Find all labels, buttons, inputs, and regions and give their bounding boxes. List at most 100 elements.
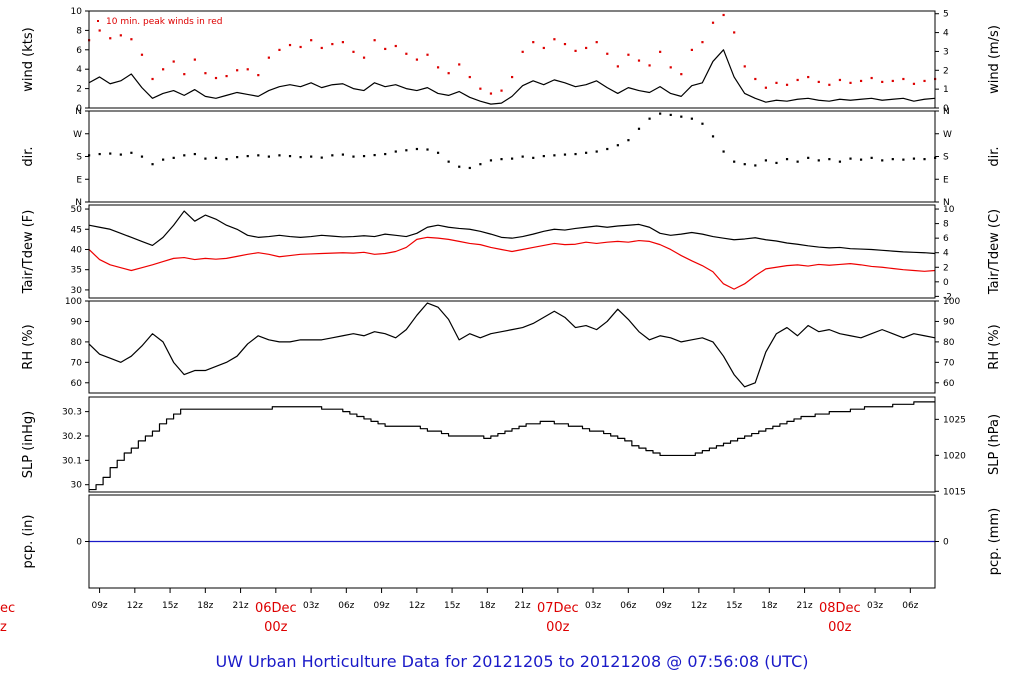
- rh-ytick-right-label: 60: [943, 379, 955, 389]
- time-tick-label: 21z: [514, 601, 530, 611]
- wind-series-peak-point: [669, 66, 672, 69]
- wind-series-peak-point: [659, 50, 662, 53]
- time-tick-label: 18z: [761, 601, 777, 611]
- dir-ytick-label: N: [75, 107, 82, 117]
- wind-series-peak-point: [140, 53, 144, 56]
- wind-ytick-label: 8: [76, 26, 82, 36]
- wind-series-peak-point: [172, 60, 175, 63]
- wind-series-peak-point: [754, 77, 757, 81]
- dir-series-0-point: [838, 160, 842, 163]
- dir-series-0-point: [606, 147, 609, 151]
- dir-series-0-point: [151, 163, 154, 166]
- dir-series-0-point: [891, 158, 894, 161]
- pcp-ytick-right-label: 0: [943, 538, 949, 548]
- slp-ytick-label: 30.2: [62, 432, 82, 442]
- dir-series-0-point: [109, 152, 112, 155]
- rh-ylabel: RH (%): [21, 324, 36, 369]
- wind-series-peak-point: [500, 89, 503, 92]
- temp-ytick-right-label: -2: [943, 292, 952, 302]
- dir-ytick-label: S: [76, 153, 82, 163]
- slp-ytick-right-label: 1020: [943, 451, 966, 461]
- slp-ytick-label: 30.3: [62, 408, 82, 418]
- wind-series-peak-point: [415, 58, 419, 61]
- wind-series-peak-point: [775, 81, 778, 84]
- wind-series-peak-point: [701, 41, 704, 44]
- wind-series-peak-point: [162, 68, 165, 71]
- wind-ytick-right-label: 5: [943, 10, 949, 20]
- dir-series-0-point: [669, 113, 672, 116]
- day-label-hour: 00z: [264, 620, 288, 635]
- temp-frame: [88, 204, 936, 299]
- time-axis: 09z 12z 15z 18z 21z 03z 06z 09z 12z 15z 18z 21z 03z 0…: [91, 588, 919, 635]
- rh-ytick-right-label: 80: [943, 338, 955, 348]
- wind-series-peak-point: [479, 87, 482, 90]
- wind-series-peak-point: [542, 46, 545, 50]
- dir-series-0-point: [648, 117, 651, 120]
- wind-ytick-label: 6: [76, 46, 82, 56]
- dir-series-0-point: [859, 158, 863, 161]
- wind-ytick-label: 0: [76, 104, 82, 114]
- slp-ylabel: SLP (inHg): [21, 411, 36, 479]
- rh-ytick-label: 80: [71, 338, 83, 348]
- wind-series-peak-point: [648, 64, 651, 67]
- dir-series-0-point: [722, 150, 725, 153]
- temp-series-Tair-line: [88, 210, 936, 255]
- left-edge-label-hour: z: [0, 620, 7, 635]
- wind-series-peak-point: [257, 74, 260, 77]
- temp-ytick-label: 45: [71, 225, 82, 235]
- dir-series-0-point: [754, 164, 757, 167]
- dir-series-0-point: [479, 163, 482, 166]
- panel-slp: 30 30.1 30.2 30.3 1015 1020 1025 SLP (inHg) SLP …: [21, 396, 1002, 497]
- dir-series-0-point: [119, 153, 122, 156]
- dir-series-0-point: [130, 151, 133, 154]
- dir-series-0-point: [341, 153, 344, 156]
- wind-series-peak-point: [680, 73, 683, 76]
- wind-series-peak-point: [553, 38, 556, 41]
- wind-series-peak-point: [436, 66, 440, 69]
- dir-series-0-point: [352, 155, 355, 158]
- dir-series-0-point: [426, 148, 429, 151]
- dir-series-0-point: [563, 153, 567, 156]
- dir-ytick-label: N: [75, 198, 82, 208]
- dir-series-0-point: [162, 158, 165, 161]
- wind-series-peak-point: [891, 79, 894, 83]
- wind-series-peak-point: [563, 42, 567, 46]
- temp-ylabel-right: Tair/Tdew (C): [987, 209, 1002, 295]
- dir-frame: [88, 110, 936, 203]
- time-tick-label: 18z: [479, 601, 495, 611]
- wind-series-peak-point: [785, 83, 789, 86]
- time-tick-label: 09z: [373, 601, 389, 611]
- dir-series-0-point: [204, 157, 207, 160]
- wind-series-peak-point: [606, 52, 609, 55]
- dir-series-0-point: [912, 157, 916, 160]
- rh-ytick-right-label: 90: [943, 317, 955, 327]
- dir-ytick-right-label: N: [943, 198, 950, 208]
- wind-series-peak-point: [468, 75, 471, 79]
- wind-series-peak-point: [130, 38, 133, 41]
- time-tick-label: 03z: [303, 601, 319, 611]
- wind-series-peak-point: [214, 76, 218, 80]
- wind-series-peak-point: [870, 76, 873, 80]
- dir-series-0-point: [373, 153, 376, 157]
- dir-series-0-point: [384, 152, 387, 156]
- wind-series-peak-point: [743, 65, 746, 68]
- dir-ytick-right-label: E: [943, 175, 949, 185]
- rh-frame: [88, 300, 936, 394]
- wind-series-peak-point: [373, 39, 376, 42]
- wind-series-peak-point: [521, 50, 524, 53]
- dir-series-0-point: [553, 154, 556, 157]
- dir-ylabel: dir.: [21, 146, 36, 166]
- pcp-frame: [88, 494, 936, 589]
- dir-series-0-point: [828, 158, 831, 161]
- dir-series-0-point: [521, 155, 524, 158]
- dir-series-0-point: [183, 154, 186, 157]
- wind-ytick-label: 2: [76, 85, 82, 95]
- wind-series-peak-point: [585, 46, 588, 50]
- wind-series-peak-point: [278, 48, 281, 51]
- time-tick-label: 15z: [444, 601, 460, 611]
- wind-series-peak-point: [384, 47, 387, 51]
- dir-series-0-point: [172, 156, 175, 159]
- slp-ytick-label: 30.1: [62, 456, 82, 466]
- wind-series-peak-point: [690, 48, 693, 51]
